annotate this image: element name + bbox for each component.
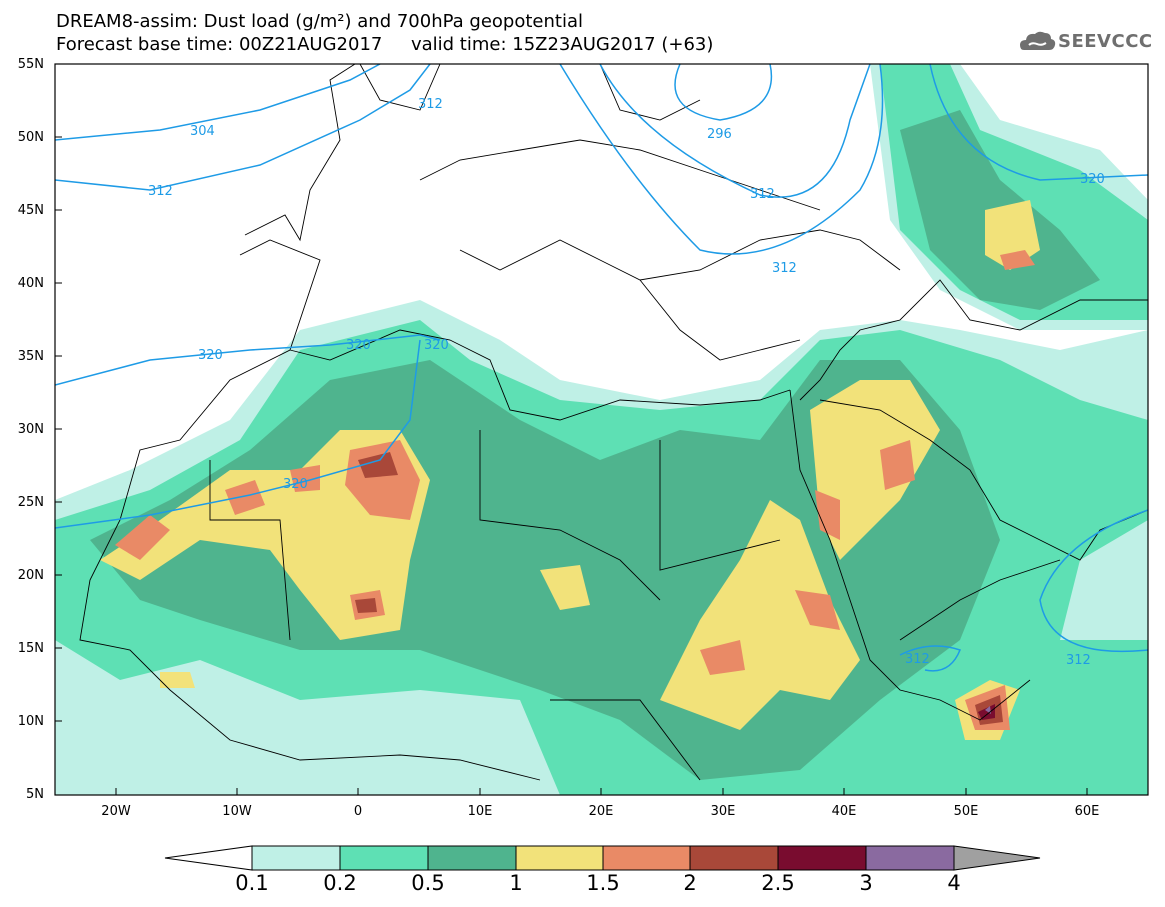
lat-label: 55N	[17, 57, 44, 72]
contour-label: 304	[190, 124, 215, 139]
lon-label: 20E	[588, 804, 614, 819]
colorbar-segment	[602, 845, 691, 871]
colorbar	[164, 845, 1041, 871]
colorbar-label: 0.2	[323, 871, 357, 895]
colorbar-label: 3	[859, 871, 873, 895]
forecast-time-subtitle: Forecast base time: 00Z21AUG2017 valid t…	[56, 34, 714, 55]
colorbar-segment	[251, 845, 341, 871]
colorbar-label: 1.5	[586, 871, 620, 895]
contour-label: 312	[905, 652, 930, 667]
lon-label: 60E	[1074, 804, 1100, 819]
lon-label: 10E	[467, 804, 493, 819]
colorbar-label: 2	[683, 871, 697, 895]
colorbar-label: 4	[947, 871, 961, 895]
contour-label: 312	[1066, 653, 1091, 668]
lat-label: 25N	[17, 495, 44, 510]
contour-label: 320	[198, 348, 223, 363]
map-title: DREAM8-assim: Dust load (g/m²) and 700hP…	[56, 11, 583, 32]
lon-label: 50E	[953, 804, 979, 819]
colorbar-label: 1	[509, 871, 523, 895]
dust-field	[55, 64, 1148, 795]
colorbar-segment	[689, 845, 779, 871]
logo-text: SEEVCCC	[1058, 31, 1153, 52]
lat-label: 45N	[17, 203, 44, 218]
colorbar-over-arrow	[953, 845, 1041, 871]
lat-label: 5N	[26, 787, 44, 802]
lon-label: 40E	[831, 804, 857, 819]
contour-label: 296	[707, 127, 732, 142]
colorbar-label: 0.1	[235, 871, 269, 895]
colorbar-label: 0.5	[411, 871, 445, 895]
colorbar-segment	[427, 845, 517, 871]
contour-label: 320	[346, 338, 371, 353]
contour-label: 312	[750, 187, 775, 202]
contour-label: 320	[424, 338, 449, 353]
lat-label: 10N	[17, 714, 44, 729]
contour-label: 312	[772, 261, 797, 276]
axis-ticks	[55, 63, 1088, 795]
contour-label: 320	[283, 477, 308, 492]
lat-label: 40N	[17, 276, 44, 291]
colorbar-segment	[865, 845, 955, 871]
colorbar-under-arrow	[164, 845, 253, 871]
lon-label: 10W	[222, 804, 252, 819]
contour-label: 320	[1080, 172, 1105, 187]
lon-label: 20W	[101, 804, 131, 819]
lon-label: 30E	[710, 804, 736, 819]
colorbar-segment	[777, 845, 867, 871]
lat-label: 15N	[17, 641, 44, 656]
colorbar-segment	[339, 845, 429, 871]
lat-label: 20N	[17, 568, 44, 583]
lat-label: 50N	[17, 130, 44, 145]
contour-labels: 304 312 296 312 312 312 320 320 320 320 …	[148, 97, 1105, 668]
contour-label: 312	[148, 184, 173, 199]
lat-label: 35N	[17, 349, 44, 364]
lon-label: 0	[353, 804, 363, 819]
colorbar-segment	[515, 845, 604, 871]
lat-label: 30N	[17, 422, 44, 437]
contour-label: 312	[418, 97, 443, 112]
cloud-logo-icon	[1020, 31, 1056, 50]
geopotential-contours	[55, 64, 1148, 672]
colorbar-label: 2.5	[761, 871, 795, 895]
